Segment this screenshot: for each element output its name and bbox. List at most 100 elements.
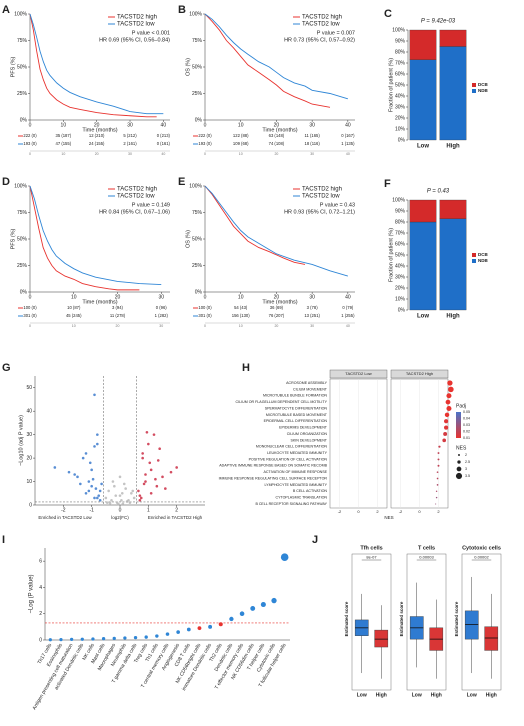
- cell-dot: [155, 634, 159, 638]
- risk-tick-label: 10: [61, 152, 65, 156]
- term-label: SPERMATOCYTE DIFFERENTIATION: [265, 406, 328, 410]
- y-axis-label: −Log (P value): [29, 574, 35, 613]
- gene-point: [114, 494, 118, 497]
- y-tick-label: 20%: [395, 285, 406, 291]
- annotation: HR 0.73 (95% CI, 0.57–0.92): [284, 37, 355, 43]
- bar-segment: [409, 59, 437, 141]
- gene-point: [96, 433, 99, 436]
- x-tick-label: High: [446, 144, 460, 150]
- panel-letter: E: [178, 176, 185, 188]
- cell-dot: [208, 624, 213, 629]
- gene-point: [108, 501, 112, 505]
- gene-point: [139, 496, 143, 500]
- term-dot: [435, 503, 437, 505]
- risk-tick-label: 0: [29, 152, 31, 156]
- side-label: Enriched in TACSTD2 High: [148, 515, 203, 520]
- risk-tick-label: 40: [161, 152, 165, 156]
- cell-dot: [59, 637, 63, 642]
- legend-label: TACSTD2 low: [302, 194, 340, 200]
- gene-point: [131, 489, 135, 493]
- y-tick-label: 4: [39, 585, 42, 591]
- risk-count: 3 (78): [307, 305, 319, 310]
- gene-point: [81, 456, 85, 460]
- y-tick-label: 30%: [395, 104, 406, 110]
- term-label: MICROTUBULE BASED MOVEMENT: [266, 413, 328, 417]
- y-tick-label: 0%: [398, 307, 406, 313]
- y-tick-label: 25%: [17, 91, 28, 97]
- x-tick-label: 10: [238, 122, 244, 128]
- x-tick-label: High: [486, 692, 497, 698]
- risk-count: 222 (0): [23, 133, 37, 138]
- y-tick-label: 20: [26, 455, 32, 461]
- risk-count: 301 (0): [23, 313, 37, 318]
- side-label: Enriched in TACSTD2 Low: [38, 515, 92, 520]
- panel-letter: J: [312, 534, 318, 546]
- x-tick-label: 10: [71, 294, 77, 300]
- cell-dot: [176, 630, 180, 634]
- term-dot: [435, 496, 438, 499]
- survival-curve: [29, 185, 162, 286]
- term-dot: [444, 419, 449, 424]
- y-tick-label: 50%: [395, 82, 406, 88]
- chart-title: P = 0.43: [427, 189, 450, 195]
- box-panel: [406, 553, 447, 691]
- annotation: HR 0.69 (95% CI, 0.56–0.84): [99, 37, 170, 43]
- risk-count: 100 (0): [198, 305, 212, 310]
- risk-count: 11 (278): [110, 313, 126, 318]
- y-tick-label: 40%: [395, 263, 406, 269]
- term-label: SKIN DEVELOPMENT: [290, 438, 327, 442]
- risk-tick-label: 10: [239, 152, 243, 156]
- x-tick-label: 0: [204, 122, 207, 128]
- box: [484, 626, 499, 651]
- term-label: EPIDERMAL CELL DIFFERENTIATION: [264, 419, 328, 423]
- term-dot: [435, 490, 438, 492]
- y-tick-label: 60%: [395, 71, 406, 77]
- y-tick-label: 70%: [395, 60, 406, 66]
- term-label: MICROTUBULE BUNDLE FORMATION: [263, 394, 327, 398]
- y-tick-label: 75%: [17, 210, 28, 216]
- y-tick-label: 75%: [192, 38, 203, 44]
- gene-point: [156, 459, 160, 462]
- risk-count: 0 (161): [157, 141, 171, 146]
- gene-point: [169, 470, 173, 474]
- bar-segment: [409, 199, 437, 223]
- risk-count: 45 (245): [66, 313, 82, 318]
- y-tick-label: 50%: [395, 252, 406, 258]
- risk-tick-label: 10: [72, 324, 76, 328]
- panel-letter: G: [2, 362, 11, 374]
- cell-dot: [144, 635, 148, 639]
- x-tick-label: -1: [89, 507, 94, 513]
- y-tick-label: 30%: [395, 274, 406, 280]
- y-tick-label: 6: [39, 558, 42, 564]
- gene-point: [154, 477, 157, 481]
- x-tick-label: 0: [119, 507, 122, 513]
- y-tick-label: 90%: [395, 208, 406, 214]
- x-tick-label: 40: [161, 122, 167, 128]
- cell-dot: [260, 601, 266, 608]
- term-label: CILIUM OR FLAGELLUM DEPENDENT CELL MOTIL…: [236, 400, 328, 404]
- term-dot: [443, 431, 448, 436]
- p-value: 8e-07: [366, 555, 377, 560]
- legend-tick-label: 0.04: [463, 416, 470, 420]
- risk-count: 222 (0): [198, 133, 212, 138]
- y-tick-label: 90%: [395, 38, 406, 44]
- panel-letter: D: [2, 176, 10, 188]
- term-dot: [436, 471, 439, 473]
- annotation: HR 0.84 (95% CI, 0.67–1.06): [99, 209, 170, 215]
- gene-point: [144, 473, 147, 476]
- gene-point: [118, 494, 122, 497]
- risk-count: 47 (155): [56, 141, 72, 146]
- gene-point: [96, 496, 99, 500]
- term-label: ADAPTIVE IMMUNE RESPONSE BASED ON SOMATI…: [219, 464, 327, 468]
- panel-letter: A: [2, 4, 10, 16]
- cell-dot: [112, 636, 116, 641]
- risk-tick-label: 40: [346, 324, 350, 328]
- y-tick-label: 0%: [195, 117, 203, 123]
- panel-letter: H: [242, 362, 250, 374]
- gene-point: [91, 477, 95, 481]
- gene-point: [118, 475, 122, 479]
- y-tick-label: 2: [39, 611, 42, 617]
- annotation: P value < 0.001: [132, 30, 170, 36]
- risk-tick-label: 30: [128, 152, 132, 156]
- risk-count: 11 (165): [304, 133, 320, 138]
